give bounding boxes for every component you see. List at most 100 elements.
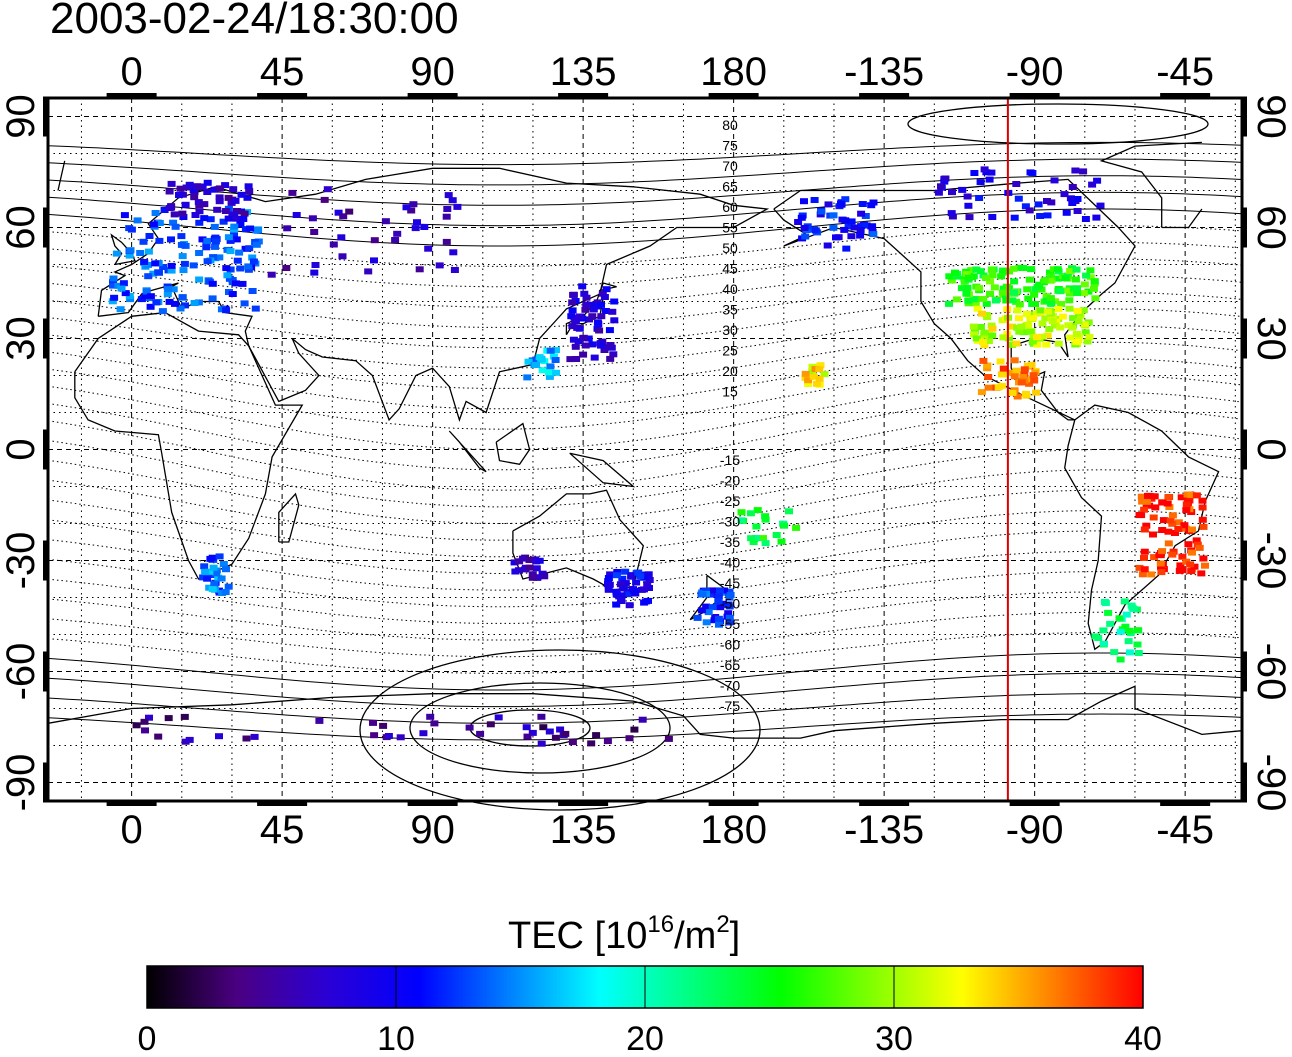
- tec-point: [816, 362, 825, 369]
- tec-point: [1071, 276, 1080, 283]
- tec-point: [241, 226, 250, 233]
- mag-lat-label: 15: [722, 384, 738, 400]
- tec-point: [963, 284, 972, 291]
- coastline: [773, 178, 1136, 421]
- tec-point: [176, 305, 185, 312]
- tec-point: [630, 587, 639, 594]
- tec-point: [605, 581, 614, 588]
- tec-point: [983, 314, 992, 321]
- tec-point: [698, 591, 707, 598]
- mag-lat-contour: [47, 713, 1243, 741]
- lat-tick-label: -60: [1249, 643, 1292, 701]
- tec-point: [634, 569, 643, 576]
- tec-point: [195, 219, 204, 226]
- tec-point: [972, 266, 981, 273]
- tec-point: [152, 299, 161, 306]
- tec-point: [545, 373, 554, 380]
- tec-point: [170, 211, 179, 218]
- mag-lat-label: -60: [720, 637, 740, 653]
- left-tick-bar: [43, 318, 48, 359]
- tec-point: [407, 207, 416, 214]
- tec-point: [1058, 313, 1067, 320]
- tec-point: [231, 197, 240, 204]
- tec-point: [947, 210, 956, 217]
- tec-point: [486, 721, 495, 728]
- mag-lat-contour: [47, 225, 1243, 267]
- mag-lat-contour: [47, 208, 1243, 247]
- tec-point: [1072, 266, 1081, 273]
- tec-point: [243, 194, 252, 201]
- tec-point: [552, 347, 560, 354]
- tec-point: [588, 341, 597, 348]
- tec-point: [226, 266, 235, 273]
- tec-point: [1190, 563, 1199, 570]
- tec-point: [1038, 333, 1047, 340]
- tec-point: [1178, 553, 1187, 560]
- tec-point: [167, 236, 175, 243]
- tec-point: [413, 219, 421, 226]
- tec-point: [1008, 389, 1017, 396]
- tec-point: [1029, 372, 1038, 379]
- tec-point: [292, 212, 301, 218]
- tec-point: [990, 284, 999, 291]
- tec-point: [141, 727, 149, 734]
- tec-point: [494, 714, 503, 721]
- tec-point: [948, 213, 957, 220]
- tec-point: [402, 204, 411, 211]
- tec-point: [198, 236, 207, 243]
- tec-point: [525, 564, 534, 571]
- tec-point: [232, 215, 241, 222]
- tec-point: [604, 586, 613, 593]
- mag-lat-contour: [47, 591, 1243, 641]
- mag-lat-label: 30: [722, 322, 738, 338]
- tec-point: [1006, 369, 1015, 376]
- right-latitude-axis: 90 60 30 0 -30 -60 -90: [1249, 94, 1292, 811]
- tec-point: [1158, 548, 1167, 555]
- tec-point: [337, 234, 346, 241]
- tec-point: [144, 273, 153, 280]
- tec-point: [539, 724, 548, 731]
- tec-point: [1030, 291, 1039, 298]
- tec-point: [573, 324, 582, 331]
- tec-point: [1025, 207, 1034, 214]
- tec-point: [998, 289, 1007, 296]
- tec-point: [621, 580, 630, 587]
- tec-point: [986, 278, 995, 285]
- tec-point: [1012, 367, 1021, 374]
- tec-point: [208, 586, 217, 593]
- tec-point: [215, 733, 223, 740]
- tec-point: [1159, 517, 1168, 524]
- tec-point: [619, 585, 628, 592]
- mag-lat-contour: [47, 652, 1243, 691]
- tec-point: [1008, 341, 1017, 348]
- tec-point: [370, 732, 379, 739]
- tec-point: [203, 189, 212, 195]
- tec-point: [528, 357, 537, 364]
- lon-tick-label: 90: [410, 808, 455, 852]
- tec-point: [642, 574, 651, 581]
- mag-lat-label: 45: [722, 261, 738, 277]
- tec-point: [1140, 554, 1148, 561]
- tec-point: [180, 260, 189, 267]
- lat-lon-grid: [48, 98, 1242, 801]
- tec-point: [1029, 315, 1037, 322]
- tec-point: [621, 568, 630, 575]
- tec-point: [112, 250, 121, 257]
- tec-point: [632, 579, 641, 586]
- tec-point: [369, 719, 377, 726]
- tec-point: [545, 369, 553, 376]
- tec-point: [947, 277, 956, 284]
- tec-point: [1047, 199, 1056, 206]
- tec-point: [996, 358, 1005, 365]
- tec-point: [283, 225, 292, 232]
- tec-point: [189, 262, 198, 269]
- tec-point: [817, 208, 826, 215]
- mag-lat-label: 25: [722, 343, 738, 359]
- tec-point: [640, 599, 649, 606]
- tec-point: [746, 510, 755, 517]
- tec-point: [210, 186, 219, 193]
- tec-point: [450, 267, 459, 273]
- tec-point: [582, 294, 591, 301]
- tec-point: [200, 563, 209, 570]
- tec-point: [610, 317, 619, 324]
